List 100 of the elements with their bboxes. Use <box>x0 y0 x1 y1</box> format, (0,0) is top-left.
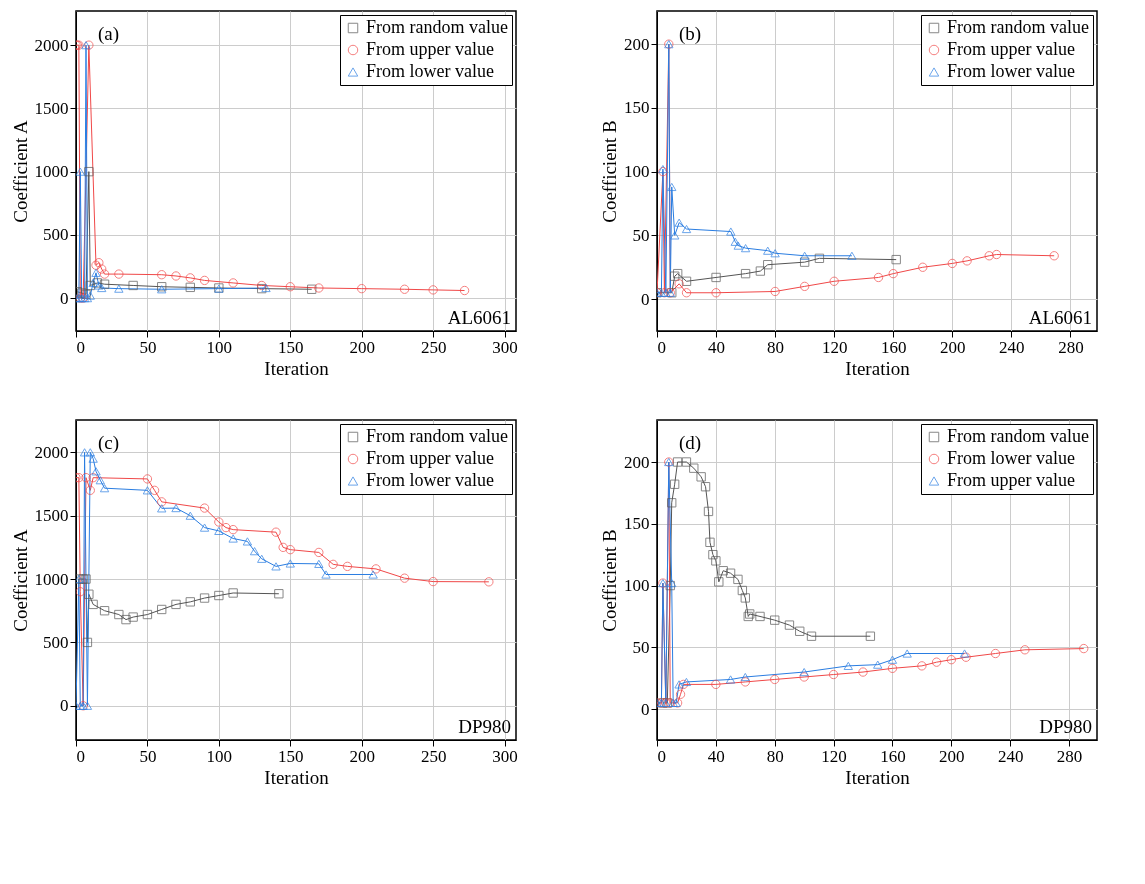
point <box>806 631 817 641</box>
point <box>214 590 224 601</box>
point <box>99 484 110 493</box>
point <box>681 288 692 298</box>
y-tick-label: 500 <box>43 225 69 245</box>
point <box>142 609 153 620</box>
point <box>257 554 267 563</box>
point <box>733 241 743 250</box>
x-tick-label: 40 <box>707 746 725 766</box>
y-tick-label: 50 <box>632 225 650 245</box>
point <box>740 244 751 253</box>
y-tick-label: 0 <box>60 696 69 716</box>
point <box>278 542 288 553</box>
legend-label: From lower value <box>947 61 1075 81</box>
point <box>199 523 210 532</box>
point <box>865 631 876 641</box>
x-axis-title: Iteration <box>845 766 911 788</box>
point <box>714 577 724 587</box>
point <box>114 284 124 293</box>
x-tick-label: 280 <box>1056 746 1083 766</box>
point <box>85 448 95 457</box>
point <box>399 284 410 294</box>
point <box>99 269 110 279</box>
point <box>428 285 438 295</box>
y-tick-label: 100 <box>624 162 650 182</box>
point <box>285 559 295 568</box>
y-tick-label: 150 <box>624 514 650 534</box>
y-axis-title: Coefficient B <box>599 529 620 632</box>
point <box>763 260 773 270</box>
point <box>740 268 751 279</box>
point <box>770 615 780 625</box>
legend-label: From upper value <box>947 39 1075 59</box>
point <box>371 564 381 574</box>
x-tick-label: 200 <box>939 746 965 766</box>
point <box>128 280 138 291</box>
point <box>755 266 766 276</box>
x-tick-label: 250 <box>420 746 447 766</box>
annotation: (a) <box>98 23 120 45</box>
point <box>274 589 284 599</box>
point <box>670 231 680 240</box>
point <box>171 599 181 610</box>
x-tick-label: 120 <box>821 746 847 766</box>
y-tick-label: 200 <box>624 452 650 472</box>
point <box>873 660 883 669</box>
x-axis-title: Iteration <box>264 357 330 379</box>
point <box>959 649 970 658</box>
annotation: AL6061 <box>447 307 511 328</box>
point <box>228 524 238 535</box>
x-tick-label: 80 <box>766 746 784 766</box>
point <box>711 556 721 566</box>
x-tick-label: 50 <box>139 337 157 357</box>
point <box>484 577 494 587</box>
point <box>342 561 353 572</box>
legend-label: From random value <box>947 17 1089 37</box>
point <box>97 283 107 293</box>
point <box>799 672 809 682</box>
y-tick-label: 1500 <box>34 506 69 526</box>
point <box>399 573 410 583</box>
point <box>157 497 167 507</box>
x-tick-label: 0 <box>76 746 85 766</box>
point <box>85 291 95 300</box>
point <box>228 534 238 543</box>
point <box>99 606 110 616</box>
point <box>799 281 810 292</box>
point <box>199 275 210 286</box>
point <box>81 289 91 299</box>
point <box>88 472 98 483</box>
point <box>947 258 957 269</box>
point <box>703 506 714 517</box>
point <box>91 467 101 476</box>
point <box>674 680 684 689</box>
y-tick-label: 50 <box>632 637 650 657</box>
point <box>711 272 721 283</box>
point <box>199 503 210 513</box>
x-tick-label: 200 <box>349 337 375 357</box>
point <box>95 476 105 485</box>
x-tick-label: 100 <box>206 337 233 357</box>
y-tick-label: 500 <box>43 632 69 652</box>
x-tick-label: 0 <box>657 337 666 357</box>
point <box>76 167 85 176</box>
point <box>784 620 795 630</box>
point <box>185 273 195 283</box>
point <box>737 585 748 596</box>
point <box>755 611 765 622</box>
y-tick-label: 0 <box>60 288 69 308</box>
point <box>242 537 253 546</box>
point <box>228 278 238 288</box>
x-tick-label: 240 <box>999 337 1025 357</box>
legend-label: From random value <box>366 17 508 37</box>
legend-label: From upper value <box>947 470 1075 490</box>
legend-label: From lower value <box>366 470 494 490</box>
point <box>700 482 711 492</box>
point <box>185 597 195 607</box>
point <box>199 593 210 603</box>
annotation: DP980 <box>458 716 511 737</box>
point <box>705 537 715 547</box>
y-tick-label: 0 <box>641 289 650 309</box>
point <box>157 504 167 513</box>
point <box>357 283 367 294</box>
point <box>711 679 721 690</box>
